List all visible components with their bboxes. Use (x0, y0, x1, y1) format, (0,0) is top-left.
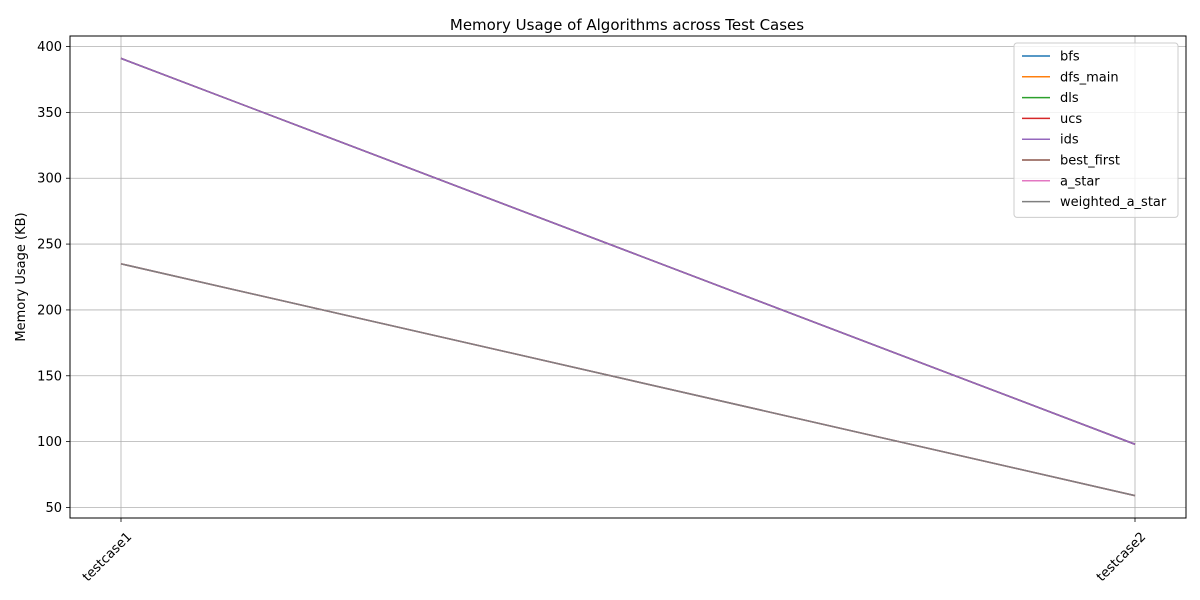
legend-entry: dfs_main (1060, 70, 1119, 85)
legend-entry: ids (1060, 133, 1079, 148)
series-lines (120, 57, 1136, 497)
legend-entry: dls (1060, 91, 1079, 106)
y-axis-ticks: 50 100 150 200 250 300 350 400 (37, 40, 70, 516)
x-axis-ticks: testcase1 testcase2 (80, 518, 1149, 585)
x-tick-label: testcase2 (1094, 530, 1149, 585)
y-tick-label: 150 (37, 369, 62, 384)
series-line-weighted-a-star (120, 263, 1136, 497)
plot-frame (69, 35, 1187, 519)
series-line-ids (120, 57, 1136, 445)
y-tick-label: 350 (37, 106, 62, 121)
x-tick-label: testcase1 (80, 530, 135, 585)
y-tick-label: 100 (37, 435, 62, 450)
y-tick-label: 300 (37, 172, 62, 187)
grid (70, 36, 1186, 518)
legend-entry: weighted_a_star (1060, 195, 1167, 210)
y-tick-label: 400 (37, 40, 62, 55)
legend-entry: a_star (1060, 174, 1100, 189)
legend-entry: bfs (1060, 50, 1080, 65)
y-tick-label: 250 (37, 238, 62, 253)
y-tick-label: 200 (37, 303, 62, 318)
legend-entry: ucs (1060, 112, 1082, 127)
legend-box (1013, 42, 1179, 218)
chart-title: Memory Usage of Algorithms across Test C… (450, 16, 804, 34)
y-tick-label: 50 (45, 501, 62, 516)
legend-entry: best_first (1060, 154, 1120, 169)
y-axis-label: Memory Usage (KB) (14, 212, 29, 341)
